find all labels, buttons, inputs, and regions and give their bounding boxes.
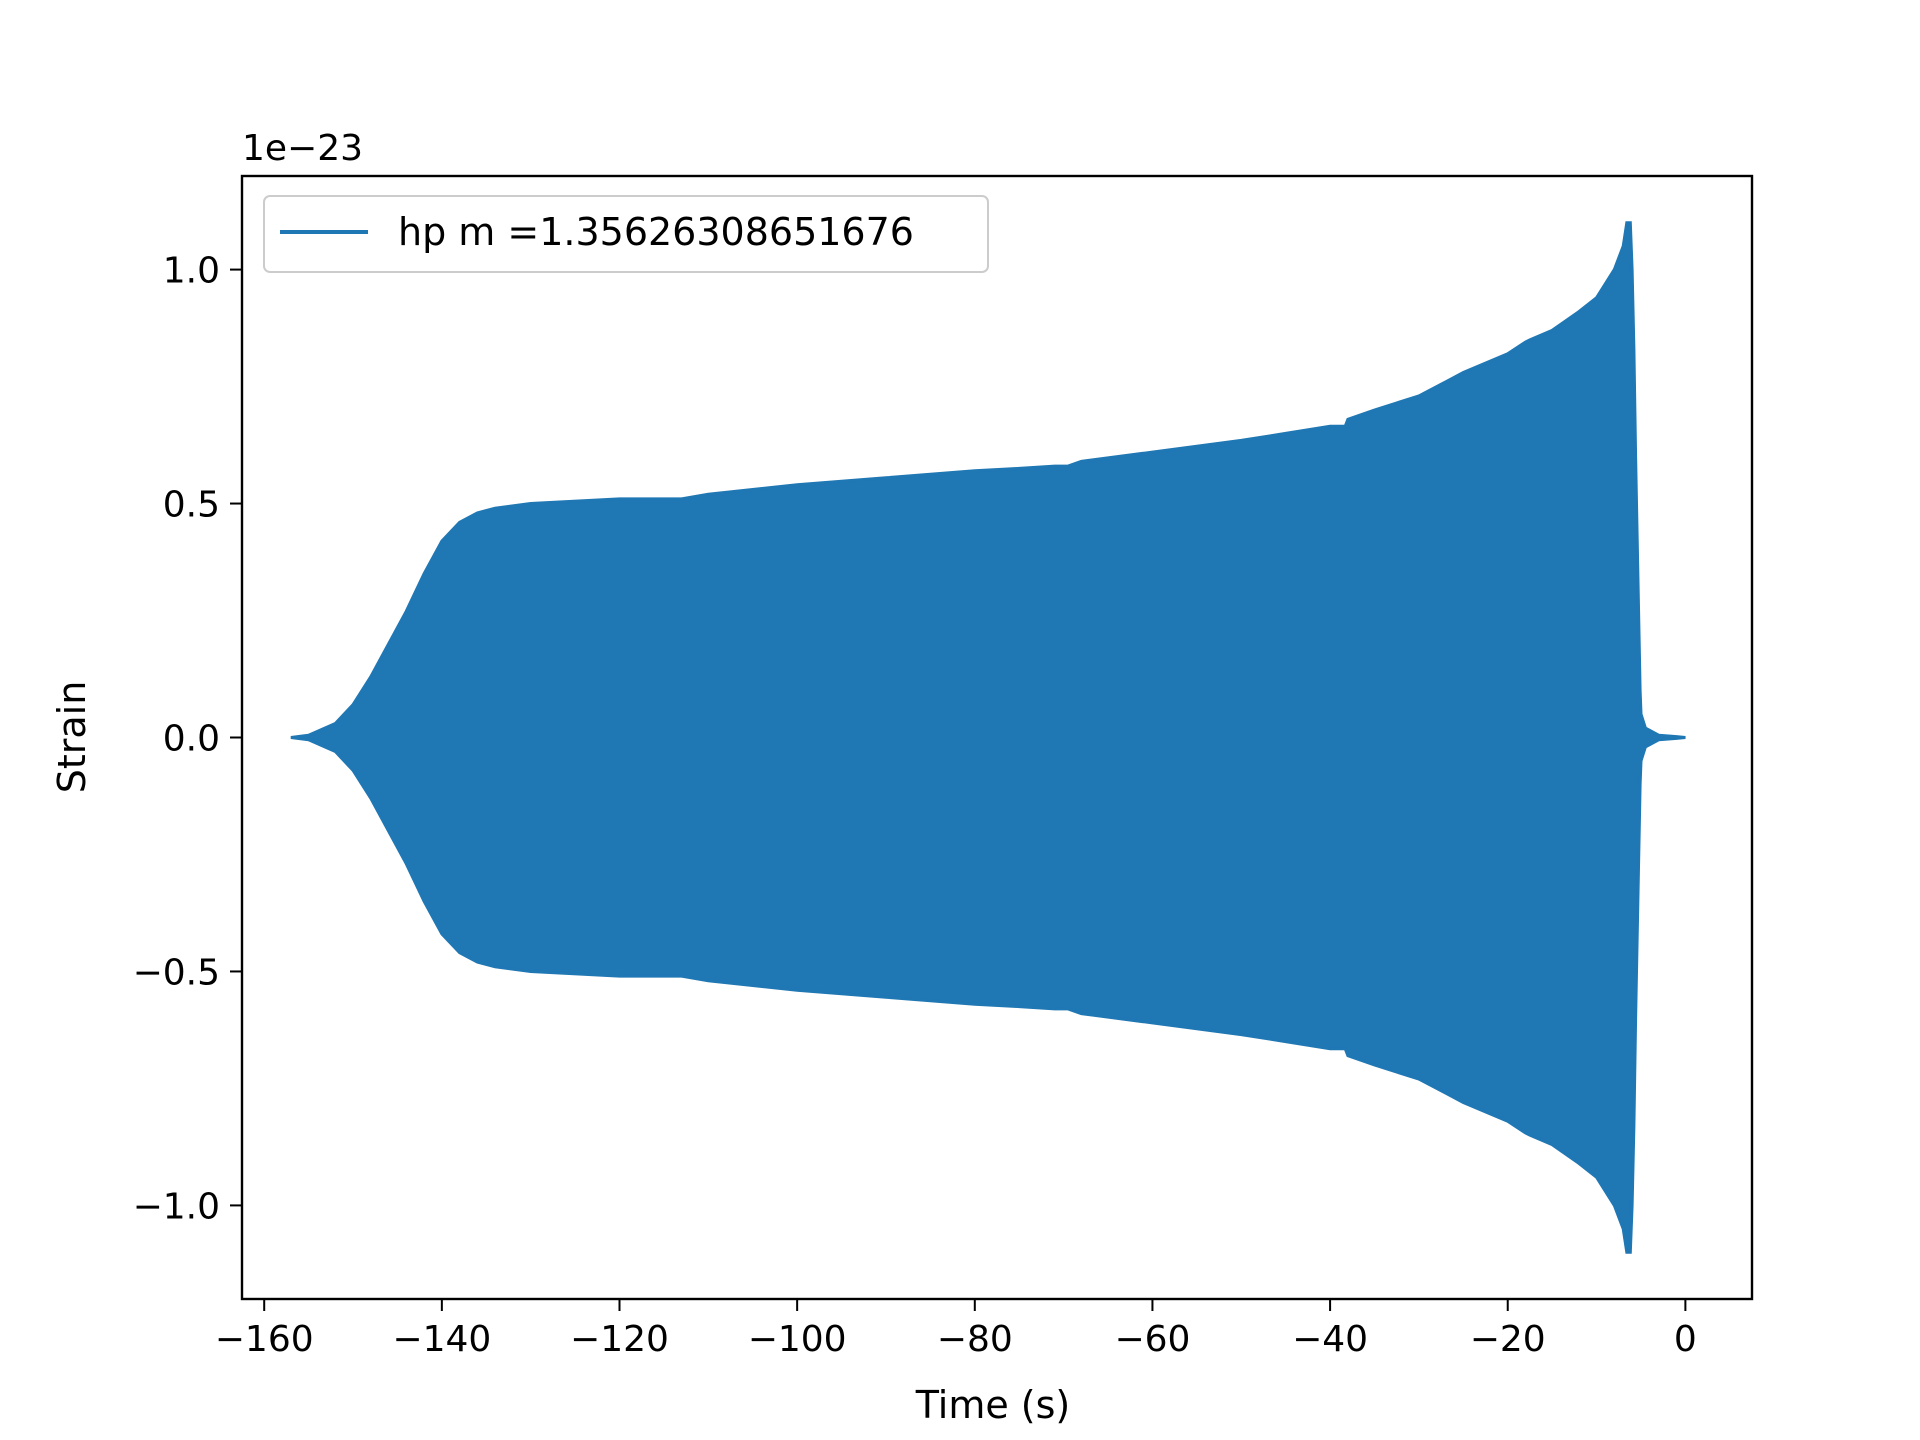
y-axis-ticks: −1.0 −0.5 0.0 0.5 1.0 xyxy=(133,251,242,1227)
waveform-series-hp xyxy=(290,221,1686,1254)
y-tick-label: −0.5 xyxy=(133,952,220,993)
x-axis-ticks: −160 −140 −120 −100 −80 −60 −40 −20 0 xyxy=(215,1299,1697,1360)
legend-box xyxy=(263,195,989,273)
x-tick-label: −60 xyxy=(1114,1319,1190,1360)
x-tick-label: 0 xyxy=(1674,1319,1697,1360)
legend: hp m =1.35626308651676 xyxy=(263,195,989,273)
x-tick-label: −160 xyxy=(215,1319,314,1360)
y-tick-label: 1.0 xyxy=(163,251,220,292)
legend-label-hp: hp m =1.35626308651676 xyxy=(398,210,914,254)
x-tick-label: −100 xyxy=(748,1319,847,1360)
x-tick-label: −80 xyxy=(937,1319,1013,1360)
x-axis-label: Time (s) xyxy=(915,1383,1071,1427)
x-tick-label: −120 xyxy=(570,1319,669,1360)
y-tick-label: −1.0 xyxy=(133,1186,220,1227)
y-axis-label: Strain xyxy=(50,681,94,794)
plot-area xyxy=(290,221,1686,1254)
x-tick-label: −20 xyxy=(1470,1319,1546,1360)
y-axis-offset-label: 1e−23 xyxy=(242,128,363,169)
x-tick-label: −140 xyxy=(392,1319,491,1360)
x-tick-label: −40 xyxy=(1292,1319,1368,1360)
y-tick-label: 0.5 xyxy=(163,485,220,526)
y-tick-label: 0.0 xyxy=(163,719,220,760)
